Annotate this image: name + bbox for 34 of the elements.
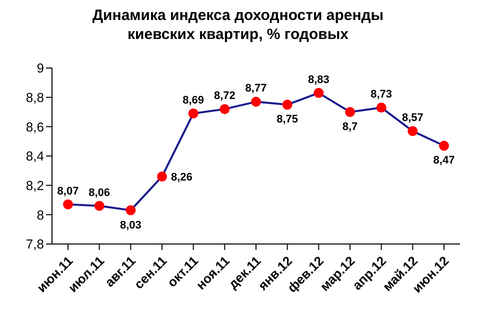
data-label: 8,83 — [308, 74, 330, 86]
chart-title: Динамика индекса доходности аренды киевских квартир, % годовых — [91, 6, 385, 44]
y-tick-label: 8,4 — [26, 148, 44, 164]
y-tick-label: 7,8 — [26, 236, 44, 252]
y-tick-label: 9 — [36, 60, 44, 76]
data-label: 8,69 — [182, 94, 204, 106]
point — [220, 104, 230, 114]
data-label: 8,57 — [402, 112, 424, 124]
data-label: 8,26 — [171, 172, 192, 184]
point — [282, 100, 292, 110]
data-label: 8,06 — [88, 186, 110, 199]
y-tick-label: 8,8 — [26, 90, 44, 105]
point — [94, 200, 104, 211]
data-label: 8,7 — [342, 121, 358, 133]
point — [439, 140, 449, 151]
point — [188, 108, 198, 118]
data-label: 8,72 — [214, 90, 236, 102]
point — [63, 199, 73, 210]
point — [345, 107, 355, 117]
point — [126, 205, 136, 216]
data-label: 8,73 — [370, 88, 392, 101]
data-label: 8,77 — [245, 82, 267, 95]
data-label: 8,03 — [120, 219, 142, 232]
point — [314, 88, 324, 98]
y-tick-label: 8,2 — [26, 178, 44, 193]
data-label: 8,75 — [276, 114, 298, 126]
data-label: 8,07 — [57, 185, 79, 198]
data-label: 8,47 — [433, 154, 455, 167]
y-tick-label: 8 — [36, 207, 44, 222]
point — [376, 102, 386, 113]
point — [408, 126, 418, 136]
point — [157, 172, 167, 182]
y-tick-label: 8,6 — [26, 119, 44, 134]
point — [251, 96, 261, 107]
